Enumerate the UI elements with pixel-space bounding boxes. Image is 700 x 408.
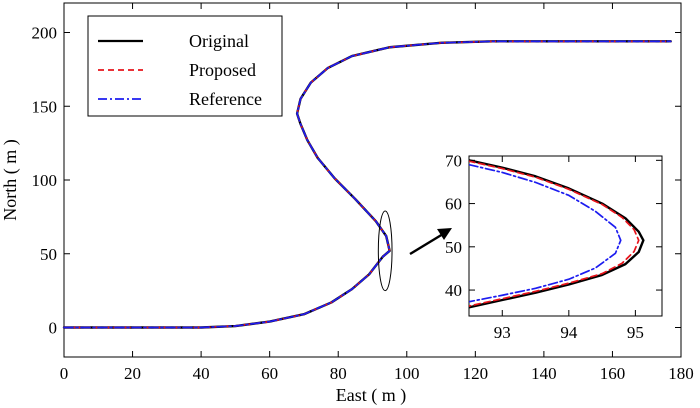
main-y-tick-label: 200	[32, 24, 58, 43]
main-y-tick-label: 150	[32, 97, 58, 116]
inset-plot: 93 94 95 40 50 60 70	[445, 151, 663, 342]
main-x-tick-label: 160	[600, 364, 626, 383]
main-series-reference	[63, 40, 672, 329]
main-x-tick-label: 20	[124, 364, 141, 383]
inset-frame	[468, 155, 663, 317]
inset-series-reference	[469, 163, 622, 303]
zoom-ellipse	[377, 210, 393, 292]
main-y-tick-label: 100	[32, 171, 58, 190]
inset-series-proposed	[469, 160, 640, 307]
inset-y-tick-label: 50	[445, 238, 462, 257]
inset-y-tick-label: 60	[445, 195, 462, 214]
legend: Original Proposed Reference	[87, 15, 283, 117]
main-x-tick-label: 40	[193, 364, 210, 383]
main-x-tick-label: 100	[394, 364, 420, 383]
main-x-tick-label: 120	[463, 364, 489, 383]
main-x-tick-label: 60	[261, 364, 278, 383]
main-x-tick-label: 180	[668, 364, 694, 383]
y-axis-label: North ( m )	[0, 139, 21, 220]
legend-label-reference: Reference	[189, 89, 262, 109]
zoom-annotation	[377, 210, 452, 292]
main-x-tick-label: 0	[60, 364, 69, 383]
main-y-tick-label: 0	[49, 319, 58, 338]
main-y-tick-label: 50	[40, 245, 57, 264]
inset-y-tick-label: 40	[445, 281, 462, 300]
inset-x-tick-label: 93	[494, 323, 511, 342]
zoom-arrow-head	[437, 228, 452, 240]
main-x-tick-label: 80	[330, 364, 347, 383]
legend-label-original: Original	[189, 31, 249, 51]
inset-x-tick-label: 95	[627, 323, 644, 342]
inset-x-tick-label: 94	[560, 323, 578, 342]
main-x-tick-label: 140	[531, 364, 557, 383]
inset-y-tick-label: 70	[445, 151, 462, 170]
legend-label-proposed: Proposed	[189, 60, 256, 80]
x-axis-label: East ( m )	[336, 385, 406, 406]
zoom-arrow-shaft	[409, 232, 444, 256]
